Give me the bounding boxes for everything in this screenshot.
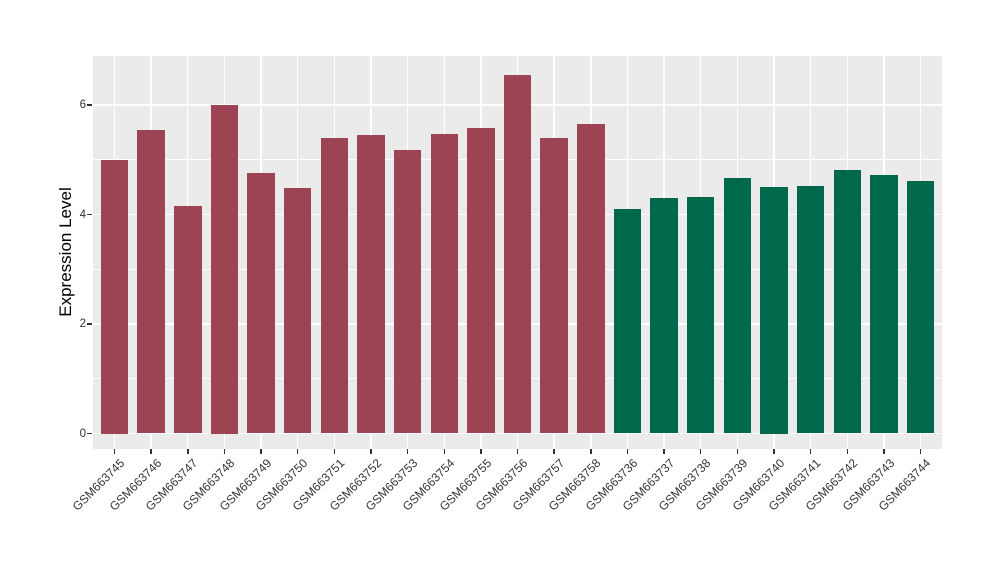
y-axis-tick-mark <box>87 323 92 325</box>
bar-GSM663745 <box>100 159 129 434</box>
x-axis-tick-mark <box>553 449 555 454</box>
bar-GSM663754 <box>430 134 458 434</box>
bar-GSM663747 <box>174 205 202 434</box>
y-axis-tick-label: 4 <box>79 208 86 221</box>
bar-GSM663753 <box>393 149 422 434</box>
bar-GSM663742 <box>833 169 862 434</box>
bar-GSM663748 <box>210 105 239 434</box>
bar-GSM663736 <box>613 209 642 434</box>
y-axis-tick-mark <box>87 213 92 216</box>
bar-GSM663739 <box>723 177 752 434</box>
bar-GSM663757 <box>540 137 568 434</box>
x-axis-tick-mark <box>699 449 702 454</box>
bar-GSM663740 <box>760 187 788 434</box>
x-axis-tick-mark <box>333 449 336 454</box>
x-axis-tick-mark <box>773 449 775 454</box>
x-axis-tick-mark <box>113 449 116 454</box>
x-axis-tick-mark <box>443 449 445 454</box>
bar-GSM663738 <box>686 196 715 434</box>
x-axis-tick-mark <box>883 449 885 454</box>
bar-GSM663750 <box>283 188 312 434</box>
x-axis-tick-mark <box>406 449 409 454</box>
bar-GSM663756 <box>503 74 532 434</box>
x-axis-tick-mark <box>296 449 299 454</box>
x-axis-tick-mark <box>223 449 226 454</box>
x-axis-tick-mark <box>626 449 629 454</box>
x-axis-tick-mark <box>260 449 262 454</box>
bar-GSM663758 <box>577 123 605 434</box>
bar-GSM663741 <box>796 186 825 434</box>
y-axis-tick-mark <box>87 432 92 435</box>
bar-GSM663743 <box>870 175 898 434</box>
x-axis-tick-mark <box>846 449 849 454</box>
bar-GSM663746 <box>137 129 165 434</box>
y-axis-tick-label: 0 <box>79 427 86 440</box>
x-axis-tick-mark <box>187 449 189 454</box>
x-axis-tick-mark <box>809 449 812 454</box>
y-axis-tick-mark <box>87 104 92 106</box>
plot-panel <box>93 56 942 449</box>
x-axis-tick-mark <box>370 449 372 454</box>
bar-GSM663751 <box>320 137 349 434</box>
bar-GSM663744 <box>906 181 935 434</box>
x-axis-tick-mark <box>150 449 152 454</box>
bar-GSM663749 <box>247 172 275 434</box>
x-axis-tick-mark <box>919 449 922 454</box>
bar-GSM663755 <box>467 127 495 434</box>
x-axis-tick-mark <box>516 449 519 454</box>
bar-GSM663752 <box>357 134 385 434</box>
y-axis-tick-label: 6 <box>79 99 86 111</box>
x-axis-tick-mark <box>480 449 482 454</box>
major-gridline <box>93 432 942 435</box>
x-axis-tick-mark <box>663 449 665 454</box>
x-axis-tick-mark <box>590 449 592 454</box>
bar-GSM663737 <box>650 198 678 434</box>
y-axis-tick-label: 2 <box>79 318 86 330</box>
x-axis-tick-mark <box>736 449 739 454</box>
